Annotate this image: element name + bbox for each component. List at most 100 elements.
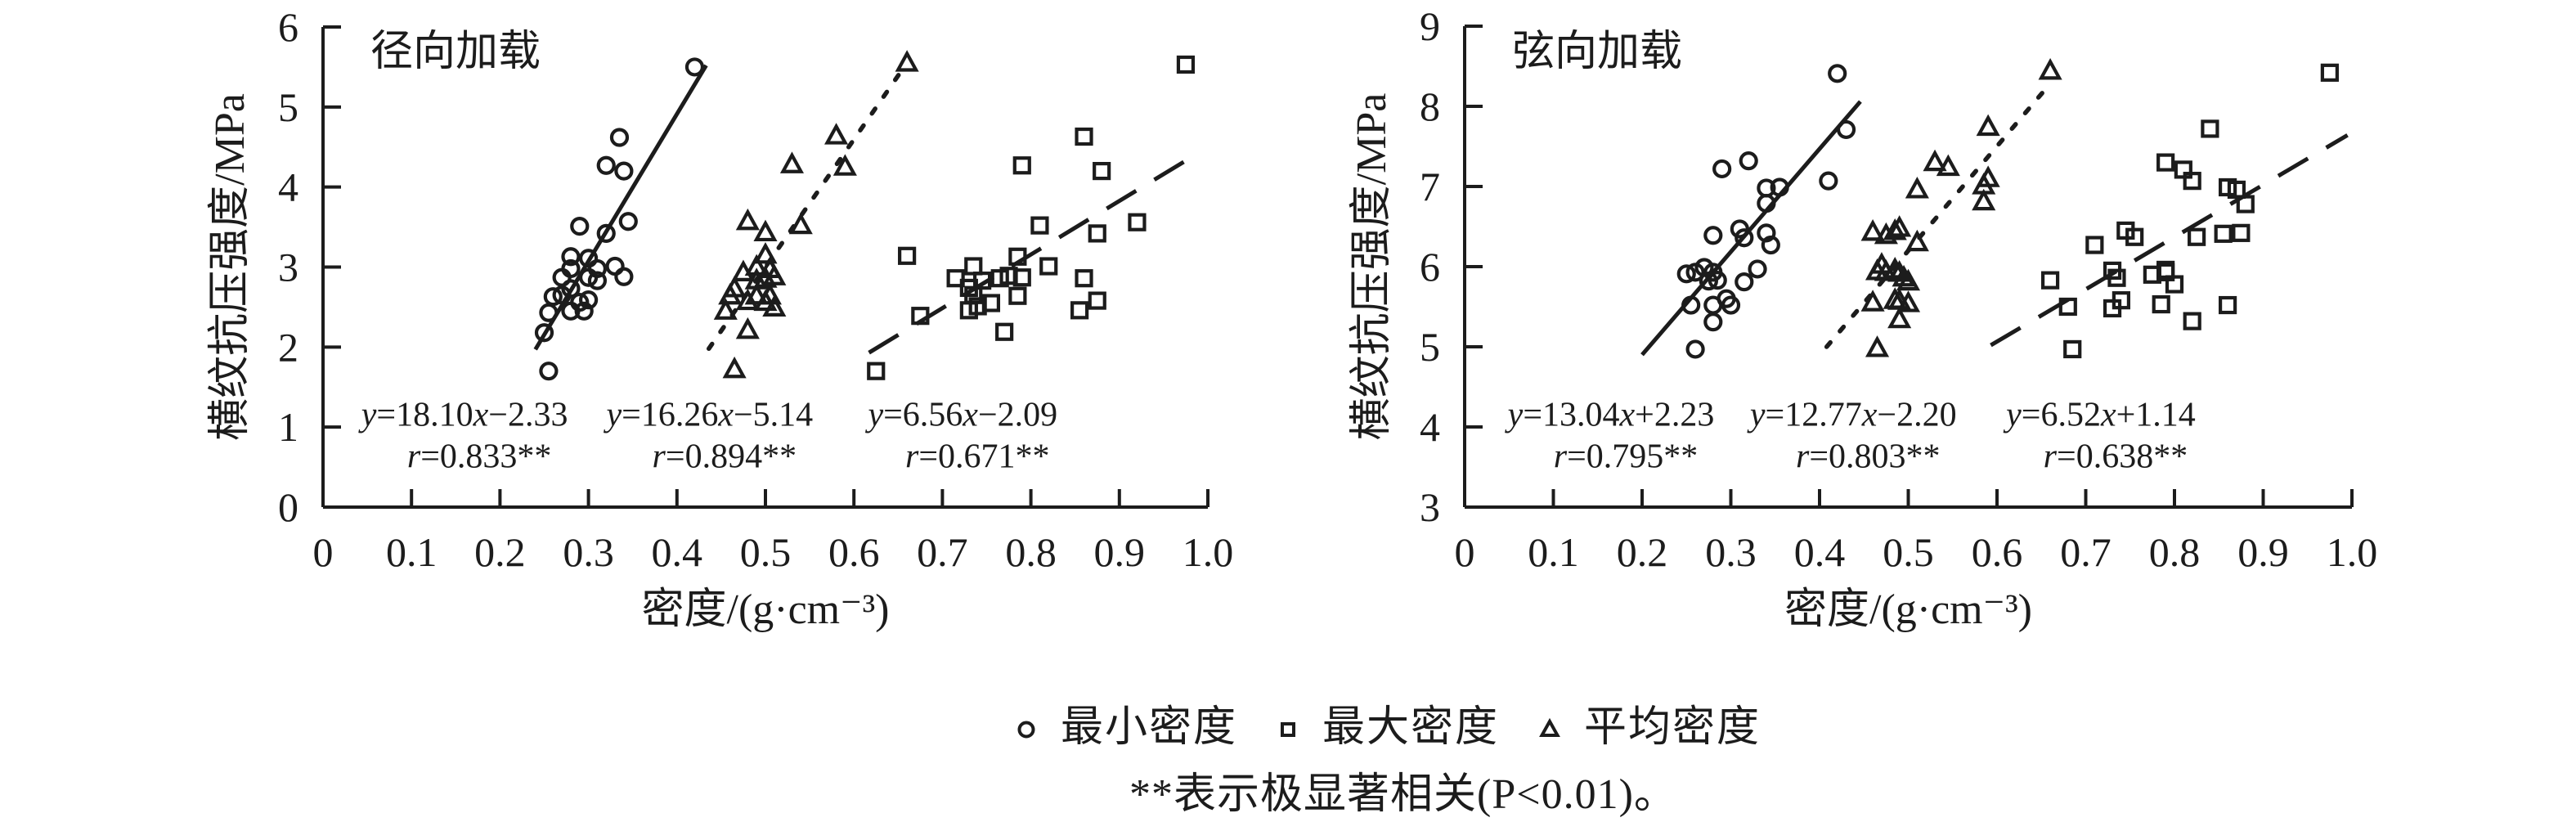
scatter-point-triangle bbox=[731, 259, 756, 281]
x-tick-label: 0 bbox=[1455, 529, 1475, 575]
scatter-point-circle bbox=[1761, 235, 1780, 255]
y-tick-label: 3 bbox=[278, 245, 298, 290]
x-tick-label: 0.2 bbox=[474, 529, 526, 575]
y-tick-label: 8 bbox=[1420, 83, 1440, 129]
scatter-point-circle bbox=[614, 161, 634, 181]
scatter-point-square bbox=[959, 301, 978, 320]
scatter-point-square bbox=[964, 257, 983, 276]
scatter-point-circle bbox=[587, 271, 608, 290]
y-tick-label: 5 bbox=[1420, 324, 1440, 370]
x-tick-label: 0.9 bbox=[1094, 529, 1146, 575]
scatter-point-triangle bbox=[1976, 114, 2000, 137]
scatter-point-circle bbox=[618, 212, 638, 231]
scatter-point-square bbox=[995, 322, 1014, 341]
x-tick-label: 0.7 bbox=[917, 529, 968, 575]
x-tick-label: 0.8 bbox=[2149, 529, 2201, 575]
scatter-point-square bbox=[2183, 312, 2201, 330]
y-tick-label: 3 bbox=[1420, 484, 1440, 530]
scatter-point-triangle bbox=[735, 317, 760, 339]
series-square bbox=[2041, 63, 2339, 359]
equation-text: y=16.26x−5.14 bbox=[603, 397, 813, 434]
scatter-point-circle bbox=[570, 217, 590, 236]
fit-line-dotted bbox=[1824, 89, 2046, 349]
scatter-point-square bbox=[2063, 339, 2082, 359]
scatter-point-triangle bbox=[1905, 229, 1929, 252]
scatter-point-circle bbox=[1819, 171, 1838, 191]
scatter-point-circle bbox=[605, 256, 625, 276]
scatter-point-circle bbox=[1708, 271, 1727, 290]
x-tick-label: 0.5 bbox=[740, 529, 792, 575]
equation-text: y=6.56x−2.09 bbox=[864, 397, 1057, 434]
legend-label: 最大密度 bbox=[1322, 704, 1499, 751]
scatter-point-circle bbox=[1735, 228, 1754, 248]
series-circle bbox=[534, 57, 705, 381]
y-tick-label: 4 bbox=[278, 164, 298, 210]
r-value-text: r=0.795** bbox=[1554, 438, 1699, 475]
scatter-point-circle bbox=[1703, 226, 1723, 245]
scatter-point-triangle bbox=[1860, 219, 1885, 241]
scatter-point-triangle bbox=[722, 356, 747, 379]
r-value-text: r=0.803** bbox=[1796, 438, 1941, 475]
scatter-point-square bbox=[898, 246, 917, 265]
triangle-marker-icon bbox=[1539, 717, 1560, 737]
fit-line-dotted bbox=[707, 63, 908, 352]
scatter-point-square bbox=[2188, 227, 2206, 246]
equation-text: y=6.52x+1.14 bbox=[2003, 396, 2196, 433]
scatter-point-circle bbox=[539, 362, 559, 381]
scatter-point-circle bbox=[1712, 159, 1732, 179]
x-tick-label: 0.3 bbox=[1705, 529, 1757, 575]
equation-text: y=13.04x+2.23 bbox=[1505, 396, 1715, 433]
square-marker-icon bbox=[1280, 722, 1295, 737]
scatter-point-triangle bbox=[762, 294, 787, 317]
equation-text: y=12.77x−2.20 bbox=[1747, 396, 1957, 433]
scatter-point-triangle bbox=[744, 282, 769, 305]
scatter-point-square bbox=[2085, 236, 2104, 254]
r-value-text: r=0.833** bbox=[407, 438, 552, 475]
scatter-point-square bbox=[1128, 213, 1147, 231]
scatter-point-circle bbox=[1836, 119, 1856, 140]
x-tick-label: 0.5 bbox=[1883, 529, 1934, 575]
scatter-point-square bbox=[1030, 216, 1049, 235]
scatter-point-square bbox=[2143, 265, 2161, 284]
scatter-point-square bbox=[2219, 295, 2237, 315]
circle-marker-icon bbox=[1017, 721, 1035, 739]
r-value-text: r=0.671** bbox=[905, 438, 1050, 475]
scatter-point-triangle bbox=[1936, 154, 1960, 177]
scatter-point-square bbox=[1008, 247, 1027, 266]
scatter-point-square bbox=[946, 269, 965, 288]
scatter-point-triangle bbox=[832, 154, 857, 176]
scatter-point-triangle bbox=[753, 289, 778, 312]
scatter-point-triangle bbox=[788, 212, 813, 235]
panel-title: 弦向加载 bbox=[1512, 29, 1682, 75]
scatter-point-circle bbox=[1735, 272, 1754, 292]
scatter-point-triangle bbox=[735, 288, 760, 311]
fit-line-solid bbox=[1640, 100, 1862, 357]
scatter-point-triangle bbox=[1874, 222, 1898, 245]
scatter-point-square bbox=[2320, 63, 2339, 82]
chart-panel-radial-loading: 0 0.1 0.2 0.3 0.4 0.5 0.6 0.7 0.8 0.9 1.0 0 1 2 3 4 5 6 横纹… bbox=[207, 4, 1233, 633]
scatter-point-square bbox=[2236, 195, 2255, 213]
x-tick-label: 0.8 bbox=[1005, 529, 1057, 575]
scatter-point-triangle bbox=[1923, 149, 1947, 172]
y-axis-label: 横纹抗压强度/MPa bbox=[207, 93, 254, 441]
scatter-point-square bbox=[1088, 291, 1106, 310]
y-tick-label: 9 bbox=[1420, 3, 1440, 49]
scatter-point-square bbox=[1075, 269, 1093, 288]
panel-title: 径向加载 bbox=[370, 29, 541, 75]
scatter-point-circle bbox=[1721, 295, 1741, 315]
scatter-point-square bbox=[1039, 257, 1058, 276]
scatter-point-circle bbox=[1770, 177, 1789, 197]
x-tick-label: 0.3 bbox=[563, 529, 614, 575]
scatter-point-triangle bbox=[1887, 306, 1912, 329]
scatter-point-square bbox=[2214, 224, 2233, 243]
y-tick-label: 2 bbox=[278, 324, 298, 370]
scatter-point-circle bbox=[1703, 312, 1723, 332]
scatter-point-triangle bbox=[1896, 268, 1921, 291]
series-circle bbox=[1676, 64, 1856, 359]
scatter-point-circle bbox=[534, 323, 554, 343]
scatter-point-square bbox=[2058, 297, 2077, 317]
x-tick-label: 0.7 bbox=[2060, 529, 2112, 575]
scatter-point-triangle bbox=[824, 123, 849, 145]
scatter-point-circle bbox=[578, 267, 599, 287]
scatter-point-circle bbox=[561, 301, 581, 321]
